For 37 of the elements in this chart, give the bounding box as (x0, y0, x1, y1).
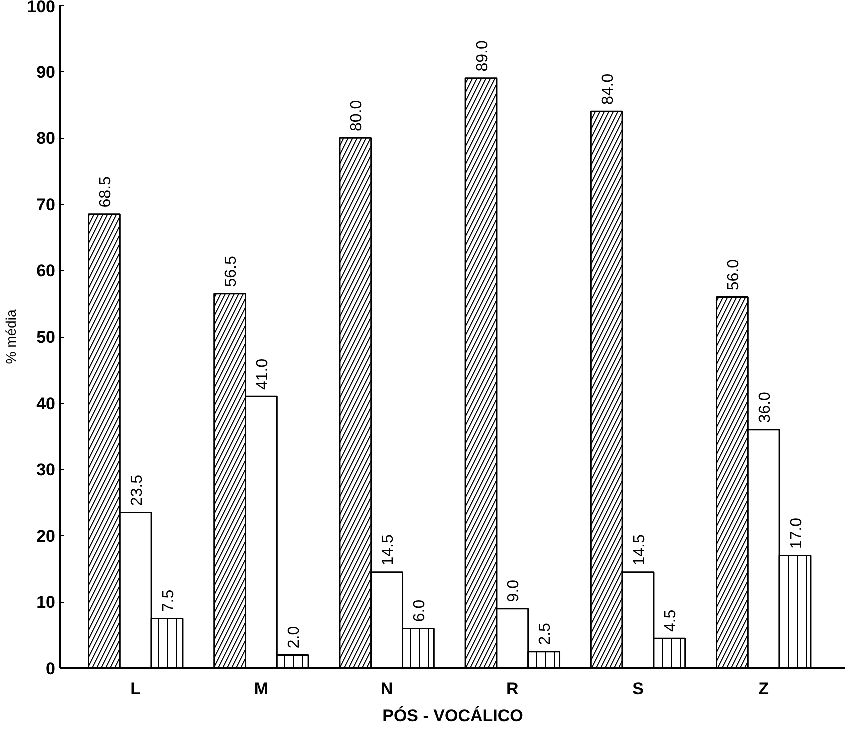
data-label: 89.0 (474, 40, 492, 72)
data-label: 4.5 (662, 610, 680, 632)
data-label: 56.0 (725, 259, 742, 291)
data-label: 9.0 (506, 580, 523, 602)
data-label: 41.0 (254, 358, 272, 390)
data-label: 14.5 (631, 534, 648, 566)
y-tick-label: 20 (36, 526, 56, 546)
y-tick-label: 0 (46, 660, 56, 678)
y-tick-label: 30 (36, 460, 56, 480)
x-tick-label: N (380, 680, 394, 698)
y-tick-label: 40 (36, 394, 56, 414)
data-label: 56.5 (223, 256, 240, 288)
x-tick-label: L (130, 680, 142, 698)
y-axis-title: % média (3, 310, 20, 364)
x-axis-title: PÓS - VOCÁLICO (382, 706, 524, 726)
data-label: 36.0 (756, 392, 774, 424)
data-label: 84.0 (600, 74, 617, 105)
y-tick-label: 100 (27, 0, 56, 16)
y-tick-label: 90 (36, 62, 56, 82)
data-label: 6.0 (411, 600, 428, 622)
data-label: 14.5 (380, 534, 398, 566)
data-label: 23.5 (128, 474, 146, 506)
data-label: 7.5 (160, 590, 178, 612)
y-tick-label: 10 (36, 593, 56, 612)
x-tick-label: S (632, 680, 644, 698)
y-tick-label: 80 (36, 129, 56, 148)
y-tick-label: 50 (36, 328, 56, 347)
x-tick-label: Z (758, 680, 770, 698)
x-tick-label: R (506, 680, 519, 698)
data-label: 2.5 (537, 622, 554, 646)
y-tick-label: 60 (36, 262, 56, 281)
data-label: 68.5 (97, 176, 114, 208)
y-tick-label: 70 (36, 195, 56, 214)
x-tick-label: M (254, 680, 269, 698)
data-label: 2.0 (286, 626, 303, 649)
data-label: 17.0 (788, 518, 806, 550)
data-label: 80.0 (348, 100, 366, 132)
